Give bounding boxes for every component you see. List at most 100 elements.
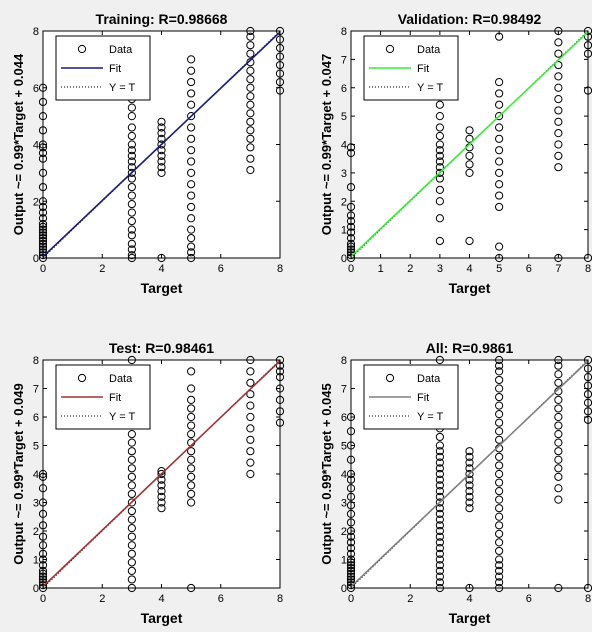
y-tick-label: 1	[341, 555, 347, 567]
data-point	[127, 430, 136, 439]
data-point	[495, 146, 504, 155]
data-point	[127, 140, 136, 149]
data-point	[246, 424, 255, 433]
data-point	[554, 421, 563, 430]
data-point	[435, 561, 444, 570]
data-point	[435, 487, 444, 496]
data-point	[435, 469, 444, 479]
data-point	[187, 464, 196, 473]
data-point	[435, 572, 444, 581]
data-point	[435, 532, 444, 541]
data-point	[554, 455, 563, 464]
y-tick-label: 5	[341, 111, 347, 123]
data-point	[157, 151, 166, 160]
data-point	[435, 197, 444, 206]
data-point	[127, 151, 136, 160]
data-point	[495, 202, 504, 212]
data-point	[127, 498, 136, 507]
data-point	[187, 168, 196, 177]
x-tick-label: 4	[466, 263, 472, 275]
legend-entry: Fit	[109, 63, 121, 75]
data-point	[246, 458, 255, 467]
y-tick-label: 3	[33, 498, 39, 510]
data-point	[187, 472, 196, 481]
legend-data-marker	[385, 373, 395, 383]
y-tick-label: 0	[341, 583, 347, 595]
x-axis-label: Target	[141, 280, 183, 296]
data-point	[554, 495, 563, 504]
data-point	[495, 566, 504, 576]
y-tick-label: 5	[33, 441, 39, 453]
data-point	[157, 492, 166, 501]
axes-border	[350, 359, 589, 589]
data-point	[187, 225, 196, 234]
fit-line	[350, 360, 589, 588]
data-point	[554, 49, 563, 58]
chart-title: Test: R=0.98461	[109, 340, 214, 356]
data-point	[187, 112, 196, 121]
x-tick-label: 0	[348, 263, 354, 275]
y-tick-label: 4	[33, 469, 39, 481]
data-point	[495, 384, 504, 393]
data-point	[495, 180, 504, 189]
data-point	[435, 174, 444, 183]
x-tick-label: 2	[99, 263, 105, 275]
x-tick-label: 6	[526, 593, 532, 605]
x-tick-label: 0	[348, 593, 354, 605]
data-point	[495, 555, 504, 564]
data-point	[495, 418, 504, 427]
axes-border	[350, 30, 589, 259]
data-point	[157, 123, 166, 132]
data-point	[127, 489, 136, 499]
y-tick-label: 1	[33, 555, 39, 567]
data-point	[435, 458, 444, 467]
x-tick-label: 2	[407, 263, 413, 275]
y-axis-label: Output ~= 0.99*Target + 0.049	[11, 383, 26, 564]
data-point	[187, 489, 196, 499]
data-point	[465, 151, 474, 160]
data-point	[246, 66, 255, 75]
data-point	[127, 575, 136, 584]
data-point	[495, 242, 504, 251]
data-point	[554, 412, 563, 422]
fit-line	[42, 31, 281, 258]
data-point	[435, 475, 444, 484]
data-point	[187, 455, 196, 464]
y-tick-label: 6	[33, 83, 39, 95]
data-point	[127, 112, 136, 121]
legend-entry: Y = T	[109, 82, 135, 94]
fit-line	[350, 31, 589, 258]
data-point	[246, 412, 255, 422]
data-point	[495, 361, 504, 370]
data-point	[435, 131, 444, 141]
data-point	[435, 504, 444, 513]
data-point	[435, 157, 444, 166]
y-tick-label: 8	[33, 26, 39, 38]
data-point	[465, 134, 474, 143]
chart-panel-4: 0 2 4 6 8 0 1 2 3 4 5 6 7 8 Data Fit Y = T All: R=0.9861 T…	[319, 340, 592, 626]
data-point	[554, 163, 563, 172]
data-point	[435, 214, 444, 223]
data-point	[246, 469, 255, 479]
data-point	[554, 106, 563, 115]
data-point	[127, 251, 136, 260]
data-point	[127, 447, 136, 456]
data-point	[495, 512, 504, 521]
x-axis-label: Target	[449, 610, 491, 626]
data-point	[435, 481, 444, 490]
data-point	[554, 370, 563, 379]
data-point	[187, 123, 196, 132]
data-point	[157, 129, 166, 138]
legend-entry: Data	[109, 44, 133, 56]
y-tick-label: 7	[341, 54, 347, 66]
data-point	[554, 95, 563, 104]
legend-entry: Fit	[417, 392, 429, 404]
data-point	[246, 143, 255, 152]
axes-border	[42, 30, 281, 259]
data-point	[554, 378, 563, 387]
y-tick-label: 2	[341, 196, 347, 208]
data-point	[127, 558, 136, 567]
x-tick-label: 4	[466, 593, 472, 605]
y-tick-label: 0	[33, 253, 39, 265]
x-tick-label: 5	[496, 263, 502, 275]
